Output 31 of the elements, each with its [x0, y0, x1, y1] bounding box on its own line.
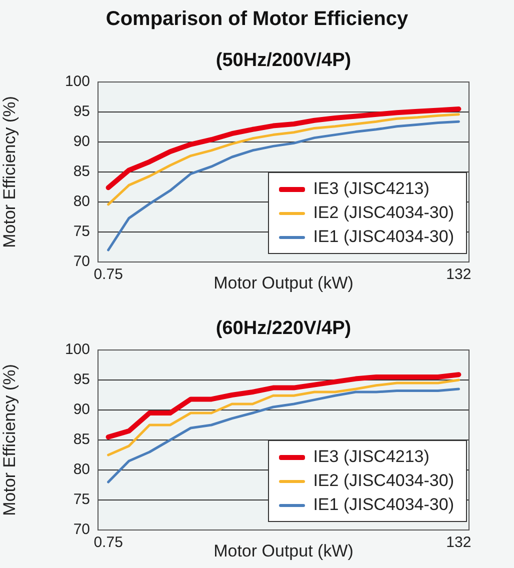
y-tick-label: 85 [73, 431, 90, 448]
x-axis-title: Motor Output (kW) [214, 273, 354, 292]
chart-subtitle: (50Hz/200V/4P) [214, 50, 352, 72]
y-tick-label: 90 [73, 401, 90, 418]
chart-title: Comparison of Motor Efficiency [104, 8, 410, 31]
x-tick-label: 0.75 [94, 534, 123, 552]
legend-label: IE2 (JISC4034-30) [313, 471, 454, 491]
y-tick-label: 80 [73, 193, 90, 210]
y-tick-label: 70 [73, 253, 90, 270]
y-tick-label: 100 [64, 341, 90, 358]
y-tick-label: 75 [73, 491, 90, 508]
y-tick-label: 80 [73, 461, 90, 478]
y-axis-title: Motor Efficiency (%) [0, 364, 19, 516]
y-tick-label: 90 [73, 133, 90, 150]
legend-label: IE1 (JISC4034-30) [313, 495, 454, 515]
x-axis-title: Motor Output (kW) [214, 541, 354, 560]
y-tick-label: 95 [73, 103, 90, 120]
legend-label: IE1 (JISC4034-30) [313, 227, 454, 247]
x-tick-label: 132 [446, 534, 472, 552]
y-tick-label: 100 [64, 73, 90, 90]
y-axis-title: Motor Efficiency (%) [0, 96, 19, 248]
legend-label: IE3 (JISC4213) [313, 447, 430, 467]
legend-label: IE3 (JISC4213) [313, 179, 430, 199]
x-tick-label: 0.75 [94, 266, 123, 284]
y-tick-label: 85 [73, 163, 90, 180]
y-tick-label: 70 [73, 521, 90, 538]
chart-subtitle: (60Hz/220V/4P) [214, 318, 352, 340]
legend-label: IE2 (JISC4034-30) [313, 203, 454, 223]
y-tick-label: 95 [73, 371, 90, 388]
y-tick-label: 75 [73, 223, 90, 240]
x-tick-label: 132 [446, 266, 472, 284]
